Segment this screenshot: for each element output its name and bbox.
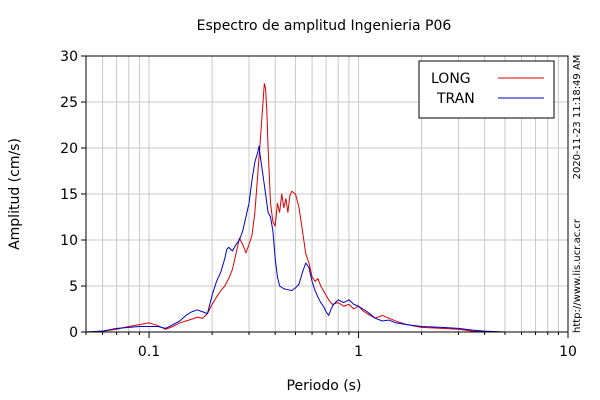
legend: LONG TRAN: [418, 60, 555, 119]
x-axis-label: Periodo (s): [287, 378, 362, 394]
y-tick-label: 10: [60, 233, 78, 249]
legend-box: [418, 60, 555, 119]
series-line-long: [85, 83, 568, 333]
x-tick-label: 1: [354, 344, 363, 360]
y-tick-label: 20: [60, 141, 78, 157]
series-line-tran: [85, 145, 568, 333]
y-tick-label: 15: [60, 187, 78, 203]
y-tick-label: 5: [69, 279, 78, 295]
legend-label-tran: TRAN: [436, 91, 475, 107]
chart-title: Espectro de amplitud Ingenieria P06: [197, 18, 452, 34]
y-tick-label: 30: [60, 49, 78, 65]
timestamp-label: 2020-11-23 11:18:49 AM: [572, 55, 583, 180]
y-axis-label: Amplitud (cm/s): [7, 138, 23, 250]
y-tick-label: 0: [69, 325, 78, 341]
x-tick-label: 10: [559, 344, 577, 360]
x-tick-label: 0.1: [138, 344, 160, 360]
axis-ticks: 0 5 10 15 20 25 30 0.1 1 10: [60, 49, 577, 360]
y-tick-label: 25: [60, 95, 78, 111]
series-layer: [85, 83, 568, 333]
legend-label-long: LONG: [431, 71, 471, 87]
source-url-label: http://www.lis.ucr.ac.cr: [572, 218, 583, 333]
